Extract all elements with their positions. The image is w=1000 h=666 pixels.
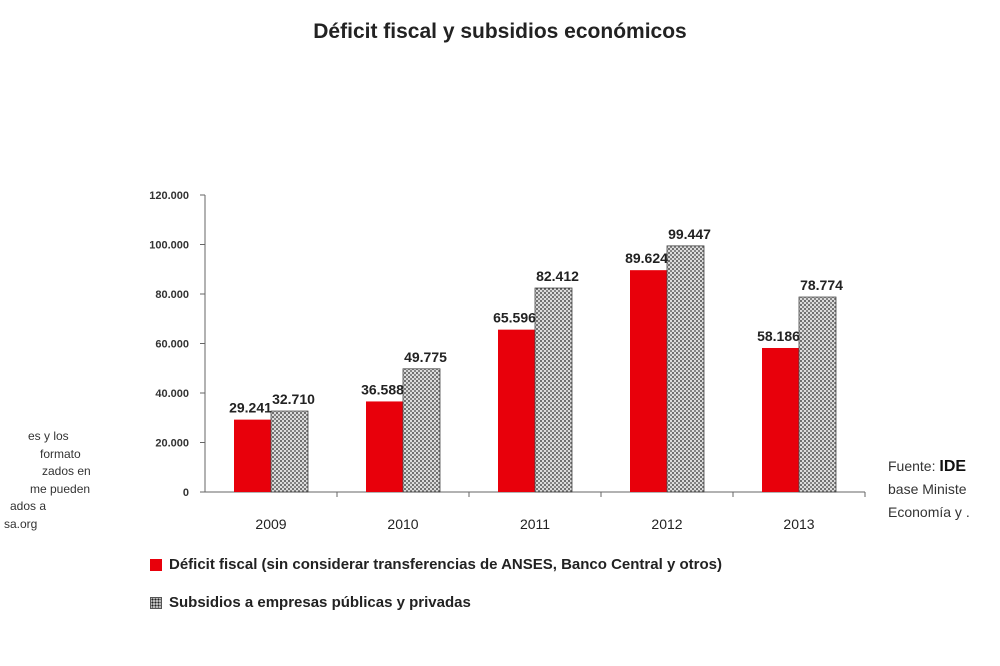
bar-deficit: [762, 347, 799, 492]
source-line-2: base Ministe: [888, 481, 967, 497]
left-note-line: es y los: [28, 429, 69, 443]
y-tick-label: 0: [183, 487, 189, 499]
bar-subsidios: [798, 296, 837, 493]
source-org: IDE: [939, 458, 967, 475]
source-prefix: Fuente:: [888, 458, 940, 474]
y-tick-label: 60.000: [155, 339, 189, 351]
bar-deficit: [630, 270, 667, 492]
data-label-subsidios: 99.447: [668, 226, 711, 242]
legend-label-deficit: Déficit fiscal (sin considerar transfere…: [169, 556, 722, 573]
legend-item-subsidios: Subsidios a empresas públicas y privadas: [150, 594, 471, 611]
legend-swatch-subsidios: [150, 596, 162, 609]
bar-subsidios: [666, 245, 705, 493]
bar-subsidios: [270, 410, 309, 493]
y-tick-label: 20.000: [155, 438, 189, 450]
left-note-line: zados en: [42, 464, 91, 478]
legend-label-subsidios: Subsidios a empresas públicas y privadas: [169, 594, 471, 611]
source-note: Fuente: IDE base Ministe Economía y .: [888, 455, 1000, 524]
x-tick-label: 2012: [651, 516, 682, 532]
left-note-line: me pueden: [30, 481, 91, 496]
y-tick-label: 40.000: [155, 388, 189, 400]
data-label-subsidios: 32.710: [272, 391, 315, 407]
source-line-3: Economía y .: [888, 504, 970, 520]
legend-swatch-deficit: [150, 558, 162, 571]
bar-deficit: [498, 329, 535, 492]
bar-subsidios: [402, 368, 441, 493]
data-label-deficit: 36.588: [361, 381, 404, 397]
y-tick-label: 100.000: [149, 240, 189, 252]
left-note-line: sa.org: [4, 516, 38, 531]
bar-subsidios: [534, 287, 573, 493]
bar-deficit: [234, 419, 271, 492]
chart-title: Déficit fiscal y subsidios económicos: [313, 20, 687, 43]
legend-item-deficit: Déficit fiscal (sin considerar transfere…: [150, 556, 722, 573]
y-tick-label: 80.000: [155, 289, 189, 301]
left-note-line: formato: [40, 446, 81, 461]
data-label-deficit: 29.241: [229, 400, 272, 416]
bars-group: [234, 245, 837, 493]
data-label-deficit: 89.624: [625, 250, 668, 266]
data-label-subsidios: 78.774: [800, 277, 843, 293]
data-label-deficit: 65.596: [493, 310, 536, 326]
data-label-deficit: 58.186: [757, 328, 800, 344]
data-label-subsidios: 49.775: [404, 349, 447, 365]
left-note: es y los formato zados en me pueden ados…: [0, 428, 100, 533]
x-tick-label: 2010: [387, 516, 418, 532]
data-label-subsidios: 82.412: [536, 268, 579, 284]
x-tick-label: 2009: [255, 516, 286, 532]
y-tick-label: 120.000: [149, 190, 189, 202]
x-tick-label: 2013: [783, 516, 814, 532]
left-note-line: ados a: [10, 499, 47, 513]
bar-deficit: [366, 401, 403, 492]
x-tick-label: 2011: [520, 516, 550, 532]
